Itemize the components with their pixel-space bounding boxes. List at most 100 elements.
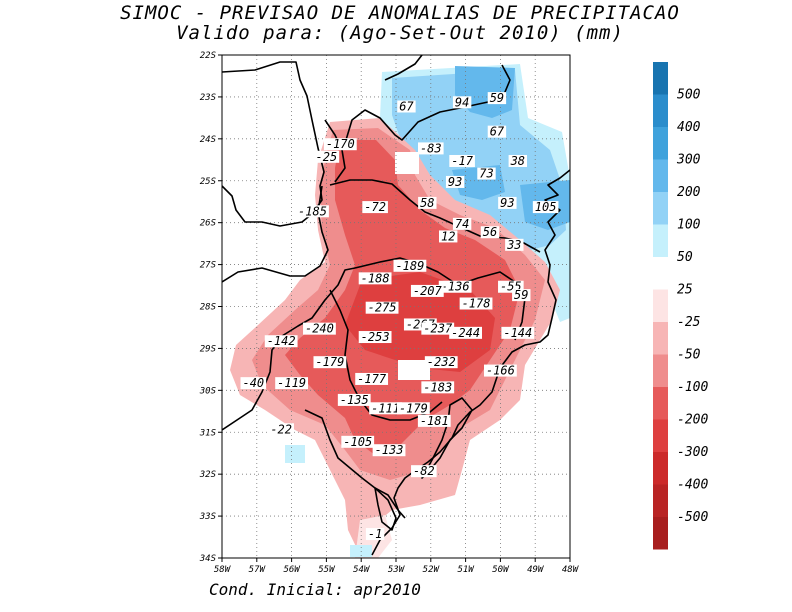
lon-tick-label: 57W: [249, 565, 267, 575]
value-label-bg: [355, 372, 389, 385]
anomaly-value-label: -207: [413, 284, 443, 298]
colorbar-swatch: [653, 289, 668, 322]
anomaly-value-label: -179: [399, 401, 428, 415]
anomaly-values: 67 94 59 67 -170 -83 -25 -17 38 73 93 58 93 105 -185 -7…: [240, 91, 559, 541]
value-label-bg: [369, 402, 402, 415]
map-subtitle: Valido para: (Ago-Set-Out 2010) (mm): [176, 22, 624, 44]
lat-tick-label: 33S: [199, 512, 217, 522]
parana-sc-border: [329, 179, 541, 253]
map-title: SIMOC - PREVISAO DE ANOMALIAS DE PRECIPI…: [120, 2, 680, 24]
colorbar-label: -200: [677, 413, 708, 428]
colorbar-label: 300: [676, 153, 701, 168]
lon-tick-label: 56W: [283, 565, 301, 575]
colorbar-label: 25: [677, 283, 693, 298]
anomaly-value-label: -170: [326, 137, 355, 151]
colorbar-swatch: [653, 484, 668, 517]
lat-tick-label: 29S: [200, 344, 217, 354]
colorbar-swatch: [653, 322, 668, 355]
color-legend: 500 400 300 200 100 50 25 -25 -50 -100 -200 -300 -40…: [653, 62, 708, 550]
anomaly-value-label: -179: [315, 355, 344, 369]
anomaly-value-label: 67: [399, 99, 414, 113]
value-label-bg: [372, 444, 406, 457]
coast-sp-pr: [371, 169, 570, 556]
anomaly-value-label: -1: [368, 527, 382, 541]
anomaly-value-label: -177: [357, 372, 387, 386]
anomaly-value-label: -181: [420, 414, 449, 428]
colorbar-label: -50: [677, 348, 701, 363]
value-label-bg: [459, 297, 493, 310]
colorbar-swatch: [653, 257, 668, 290]
positive-anomaly-mid: [392, 70, 566, 250]
colorbar-swatch: [653, 94, 668, 127]
colorbar-label: -25: [677, 315, 701, 330]
colorbar-label: 100: [677, 218, 701, 233]
value-label-bg: [417, 414, 451, 427]
anomaly-value-label: -178: [462, 297, 491, 311]
lat-tick-label: 32S: [199, 470, 217, 480]
colorbar-label: -100: [677, 380, 708, 395]
anomaly-value-label: -183: [423, 380, 452, 394]
colorbar-label: 500: [677, 88, 701, 103]
value-label-bg: [445, 175, 465, 188]
lat-tick-label: 34S: [199, 554, 217, 564]
value-label-bg: [240, 377, 267, 390]
value-label-bg: [323, 138, 357, 151]
value-label-bg: [418, 142, 444, 155]
anomaly-value-label: -22: [270, 422, 292, 436]
value-label-bg: [484, 364, 517, 377]
lat-tick-label: 26S: [200, 219, 217, 229]
value-label-bg: [264, 335, 298, 348]
colorbar-swatch: [653, 419, 668, 452]
value-label-bg: [362, 201, 388, 214]
anomaly-value-label: 94: [455, 95, 469, 109]
anomaly-value-label: 93: [448, 175, 462, 189]
value-label-bg: [508, 154, 527, 167]
anomaly-value-label: -240: [305, 322, 334, 336]
value-label-bg: [452, 217, 472, 230]
lon-tick-label: 49W: [527, 565, 545, 575]
anomaly-value-label: -17: [451, 154, 473, 168]
value-label-bg: [313, 150, 340, 163]
value-label-bg: [303, 322, 336, 335]
value-label-bg: [501, 326, 535, 339]
neutral-patch-south: [398, 360, 430, 380]
anomaly-value-label: 58: [420, 196, 434, 210]
anomaly-value-label: -119: [277, 376, 306, 390]
anomaly-value-label: -237: [423, 322, 453, 336]
value-label-bg: [341, 435, 375, 448]
colorbar-swatch: [653, 192, 668, 225]
value-label-bg: [438, 280, 472, 293]
anomaly-value-label: -25: [316, 150, 338, 164]
value-label-bg: [410, 284, 444, 297]
value-label-bg: [397, 402, 430, 415]
lagoa-dos-patos: [421, 397, 473, 479]
lon-tick-label: 54W: [353, 565, 371, 575]
value-label-bg: [505, 238, 524, 251]
value-label-bg: [452, 96, 472, 109]
value-label-bg: [498, 196, 517, 209]
value-label-bg: [268, 423, 294, 436]
lat-tick-label: 24S: [200, 135, 217, 145]
anomaly-value-label: -83: [420, 141, 442, 155]
value-label-bg: [358, 331, 392, 344]
anomaly-value-label: -188: [361, 271, 390, 285]
anomaly-value-label: 105: [535, 200, 557, 214]
value-label-bg: [358, 272, 392, 285]
anomaly-value-label: 67: [490, 125, 505, 139]
value-label-bg: [439, 230, 458, 243]
value-label-bg: [449, 154, 475, 167]
lon-tick-label: 53W: [388, 565, 406, 575]
colorbar-label: 50: [677, 250, 693, 265]
value-label-bg: [397, 100, 416, 113]
colorbar-swatch: [653, 517, 668, 550]
anomaly-value-label: -105: [343, 435, 372, 449]
lat-tick-label: 30S: [199, 386, 217, 396]
lat-tick-label: 23S: [200, 93, 217, 103]
anomaly-value-label: 74: [455, 217, 469, 231]
anomaly-value-label: -82: [413, 464, 435, 478]
colorbar-swatch: [653, 354, 668, 387]
uruguay-border: [304, 409, 406, 519]
value-label-bg: [532, 201, 559, 214]
anomaly-value-label: -275: [368, 301, 397, 315]
